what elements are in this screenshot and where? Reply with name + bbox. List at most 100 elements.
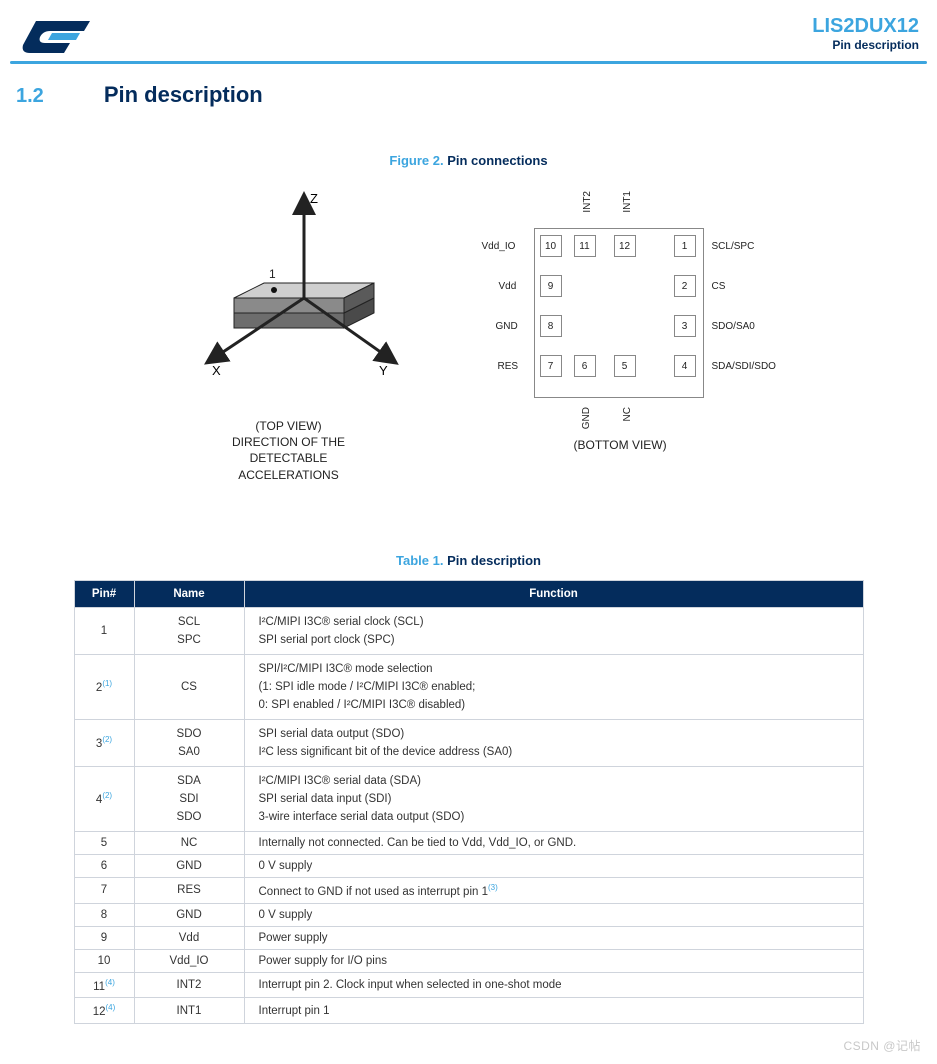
pin-1: 1 [674, 235, 696, 257]
figure-title: Pin connections [447, 153, 547, 168]
pin-label-vdd: Vdd [499, 281, 517, 292]
pin-11: 11 [574, 235, 596, 257]
watermark: CSDN @记帖 [843, 1037, 921, 1054]
pin-8: 8 [540, 315, 562, 337]
table-caption: Table 1. Pin description [10, 553, 927, 568]
pin-label-nc: NC [622, 407, 633, 421]
pin-label-gnd-left: GND [496, 321, 518, 332]
cell-function: Power supply for I/O pins [244, 949, 863, 972]
svg-text:X: X [212, 363, 221, 378]
pin-9: 9 [540, 275, 562, 297]
page-root: LIS2DUX12 Pin description 1.2 Pin descri… [0, 0, 937, 1064]
table-label: Table 1. [396, 553, 443, 568]
table-row: 6GND0 V supply [74, 854, 863, 877]
cell-pin: 11(4) [74, 972, 134, 998]
cell-function: Power supply [244, 926, 863, 949]
cell-function: I²C/MIPI I3C® serial data (SDA)SPI seria… [244, 766, 863, 831]
table-row: 12(4)INT1Interrupt pin 1 [74, 998, 863, 1024]
cell-name: SDOSA0 [134, 719, 244, 766]
pin-label-vddio: Vdd_IO [482, 241, 516, 252]
cell-name: Vdd_IO [134, 949, 244, 972]
header-right: LIS2DUX12 Pin description [812, 15, 919, 52]
cell-pin: 3(2) [74, 719, 134, 766]
table-row: 3(2)SDOSA0SPI serial data output (SDO)I²… [74, 719, 863, 766]
section-title: Pin description [104, 82, 263, 108]
table-row: 10Vdd_IOPower supply for I/O pins [74, 949, 863, 972]
cell-name: RES [134, 877, 244, 903]
chip-axes-diagram: 1 Z X Y [174, 183, 404, 413]
svg-text:1: 1 [269, 267, 276, 281]
section-number: 1.2 [16, 85, 44, 108]
svg-text:Y: Y [379, 363, 388, 378]
cell-pin: 6 [74, 854, 134, 877]
pin-12: 12 [614, 235, 636, 257]
cell-name: CS [134, 654, 244, 719]
pin-label-int2: INT2 [582, 191, 593, 213]
pin-description-table: Pin# Name Function 1SCLSPCI²C/MIPI I3C® … [74, 580, 864, 1024]
table-row: 4(2)SDASDISDOI²C/MIPI I3C® serial data (… [74, 766, 863, 831]
direction-label-2: DETECTABLE [174, 450, 404, 466]
page-header: LIS2DUX12 Pin description [10, 10, 927, 55]
cell-pin: 1 [74, 607, 134, 654]
th-name: Name [134, 580, 244, 607]
table-header-row: Pin# Name Function [74, 580, 863, 607]
direction-label-3: ACCELERATIONS [174, 467, 404, 483]
cell-function: I²C/MIPI I3C® serial clock (SCL)SPI seri… [244, 607, 863, 654]
pin-4: 4 [674, 355, 696, 377]
pin-3: 3 [674, 315, 696, 337]
figure-label: Figure 2. [389, 153, 443, 168]
cell-name: GND [134, 903, 244, 926]
pin-label-int1: INT1 [622, 191, 633, 213]
cell-function: Internally not connected. Can be tied to… [244, 831, 863, 854]
cell-name: SCLSPC [134, 607, 244, 654]
header-divider [10, 61, 927, 64]
svg-text:Z: Z [310, 191, 318, 206]
table-row: 5NCInternally not connected. Can be tied… [74, 831, 863, 854]
doc-section-label: Pin description [812, 38, 919, 52]
cell-pin: 9 [74, 926, 134, 949]
pin-label-cs: CS [712, 281, 726, 292]
cell-name: Vdd [134, 926, 244, 949]
th-function: Function [244, 580, 863, 607]
st-logo [18, 15, 96, 55]
cell-pin: 7 [74, 877, 134, 903]
cell-function: Interrupt pin 1 [244, 998, 863, 1024]
cell-name: INT1 [134, 998, 244, 1024]
pin-label-gnd-bottom: GND [581, 407, 592, 429]
table-row: 2(1)CSSPI/I²C/MIPI I3C® mode selection(1… [74, 654, 863, 719]
cell-name: NC [134, 831, 244, 854]
cell-name: SDASDISDO [134, 766, 244, 831]
cell-pin: 10 [74, 949, 134, 972]
direction-label-1: DIRECTION OF THE [174, 434, 404, 450]
th-pin: Pin# [74, 580, 134, 607]
cell-pin: 4(2) [74, 766, 134, 831]
cell-function: SPI/I²C/MIPI I3C® mode selection(1: SPI … [244, 654, 863, 719]
pin-label-sclspc: SCL/SPC [712, 241, 755, 252]
cell-name: INT2 [134, 972, 244, 998]
bottom-view-label: (BOTTOM VIEW) [574, 438, 667, 452]
cell-pin: 8 [74, 903, 134, 926]
cell-pin: 5 [74, 831, 134, 854]
chip-axes-block: 1 Z X Y (TOP VIEW) DIRECTION OF THE DETE… [174, 183, 404, 483]
cell-pin: 12(4) [74, 998, 134, 1024]
cell-function: 0 V supply [244, 854, 863, 877]
table-row: 9VddPower supply [74, 926, 863, 949]
cell-name: GND [134, 854, 244, 877]
pin-label-sdosa0: SDO/SA0 [712, 321, 755, 332]
doc-part-number: LIS2DUX12 [812, 15, 919, 38]
cell-function: 0 V supply [244, 903, 863, 926]
pin-10: 10 [540, 235, 562, 257]
table-row: 11(4)INT2Interrupt pin 2. Clock input wh… [74, 972, 863, 998]
pin-5: 5 [614, 355, 636, 377]
cell-pin: 2(1) [74, 654, 134, 719]
chip-caption: (TOP VIEW) DIRECTION OF THE DETECTABLE A… [174, 418, 404, 483]
table-title: Pin description [447, 553, 541, 568]
pin-label-sda: SDA/SDI/SDO [712, 361, 776, 372]
table-row: 1SCLSPCI²C/MIPI I3C® serial clock (SCL)S… [74, 607, 863, 654]
section-heading: 1.2 Pin description [10, 82, 927, 108]
figure-caption: Figure 2. Pin connections [10, 153, 927, 168]
cell-function: Interrupt pin 2. Clock input when select… [244, 972, 863, 998]
pin-2: 2 [674, 275, 696, 297]
pin-7: 7 [540, 355, 562, 377]
figure-body: 1 Z X Y (TOP VIEW) DIRECTION OF THE DETE… [10, 183, 927, 483]
